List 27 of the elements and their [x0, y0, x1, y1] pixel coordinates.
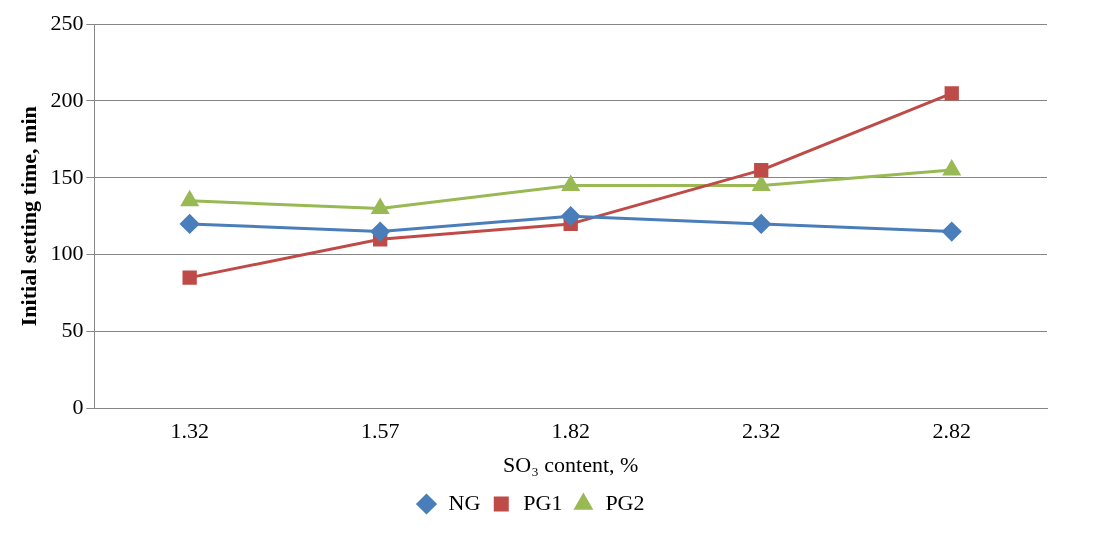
x-tick-label: 1.82 — [551, 418, 590, 444]
y-tick-label: 250 — [50, 9, 84, 35]
x-tick-label: 2.32 — [741, 418, 781, 444]
y-tick-label: 100 — [50, 240, 84, 266]
y-tick-label: 0 — [72, 393, 84, 419]
legend-label: NG — [448, 489, 481, 515]
y-tick-label: 50 — [61, 317, 84, 343]
legend-label: PG1 — [523, 489, 563, 515]
y-axis-title: Initial setting time, min — [15, 106, 41, 327]
point — [561, 206, 581, 226]
point — [180, 214, 200, 234]
point — [944, 86, 959, 101]
x-tick-label: 2.82 — [932, 418, 971, 444]
point — [754, 162, 769, 178]
point — [943, 160, 961, 176]
point — [371, 199, 389, 215]
point — [181, 191, 199, 207]
x-tick-label: 1.57 — [360, 418, 400, 444]
y-tick-label: 200 — [50, 86, 84, 112]
point — [942, 222, 962, 242]
point — [751, 214, 771, 234]
y-tick-label: 150 — [50, 163, 84, 189]
legend-label: PG2 — [605, 489, 645, 515]
point — [370, 222, 390, 242]
x-axis-title: SO₃ content, % — [503, 451, 639, 477]
x-tick-label: 1.32 — [170, 418, 209, 444]
point — [182, 270, 197, 285]
